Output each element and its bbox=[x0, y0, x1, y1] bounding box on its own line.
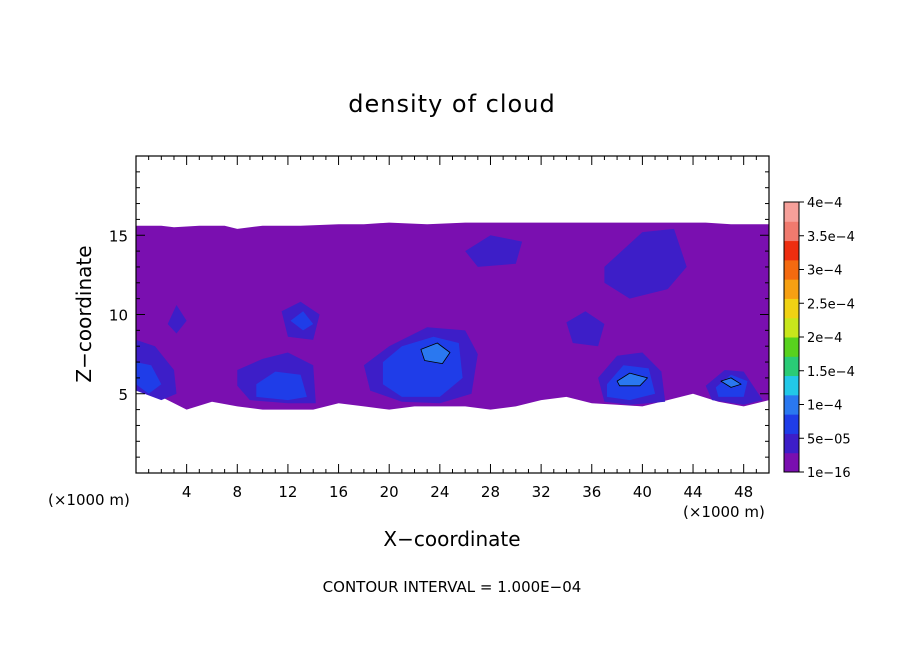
chart-title: density of cloud bbox=[348, 90, 555, 118]
y-tick-label: 15 bbox=[109, 227, 128, 245]
colorbar-swatch bbox=[784, 452, 799, 473]
contour-region-3-2 bbox=[420, 342, 451, 365]
contour-fill bbox=[136, 222, 769, 410]
contour-region-3-1 bbox=[720, 377, 742, 388]
colorbar: 1e−16 5e−05 1e−4 1.5e−4 2e−4 2.5e−4 3e−4 3.5e−4… bbox=[783, 196, 855, 481]
colorbar-swatch bbox=[784, 221, 799, 242]
x-tick-label: 32 bbox=[532, 483, 551, 501]
colorbar-swatch bbox=[784, 298, 799, 319]
colorbar-label: 4e−4 bbox=[807, 196, 842, 211]
x-tick-label: 4 bbox=[182, 483, 192, 501]
colorbar-swatch bbox=[784, 240, 799, 261]
y-tick-label: 5 bbox=[118, 386, 128, 404]
x-tick-label: 8 bbox=[233, 483, 243, 501]
x-tick-label: 48 bbox=[734, 483, 753, 501]
colorbar-swatch bbox=[784, 433, 799, 454]
colorbar-swatch bbox=[784, 356, 799, 377]
x-tick-label: 24 bbox=[430, 483, 449, 501]
colorbar-swatch bbox=[784, 337, 799, 357]
colorbar-label: 1.5e−4 bbox=[807, 365, 855, 380]
y-tick-label: 10 bbox=[109, 307, 128, 325]
colorbar-label: 2.5e−4 bbox=[807, 297, 855, 312]
x-unit-left: (×1000 m) bbox=[48, 491, 130, 509]
colorbar-swatch bbox=[784, 394, 799, 415]
y-axis: 5 10 15 bbox=[109, 171, 769, 458]
x-tick-label: 40 bbox=[633, 483, 652, 501]
contour-interval-footer: CONTOUR INTERVAL = 1.000E−04 bbox=[323, 578, 582, 596]
contour-region-1-6 bbox=[465, 235, 523, 267]
x-tick-label: 16 bbox=[329, 483, 348, 501]
colorbar-swatch bbox=[784, 202, 799, 222]
colorbar-label: 3e−4 bbox=[807, 264, 842, 279]
x-axis-label: X−coordinate bbox=[383, 527, 520, 551]
colorbar-swatch bbox=[784, 259, 799, 280]
colorbar-label: 3.5e−4 bbox=[807, 230, 855, 245]
x-tick-label: 36 bbox=[582, 483, 601, 501]
colorbar-swatch bbox=[784, 375, 799, 396]
x-axis: 4 8 12 16 20 24 28 32 36 40 44 48 bbox=[148, 156, 757, 501]
colorbar-label: 2e−4 bbox=[807, 331, 842, 346]
colorbar-swatch bbox=[784, 317, 799, 338]
colorbar-label: 1e−4 bbox=[807, 399, 842, 414]
y-axis-label: Z−coordinate bbox=[72, 245, 96, 382]
x-tick-label: 28 bbox=[481, 483, 500, 501]
contour-region-3-0 bbox=[616, 372, 648, 387]
colorbar-swatch bbox=[784, 414, 799, 434]
contour-region-1-7 bbox=[604, 228, 687, 299]
x-tick-label: 20 bbox=[380, 483, 399, 501]
contour-region-2-5 bbox=[290, 311, 314, 331]
contour-region-2-0 bbox=[136, 362, 162, 394]
colorbar-label: 5e−05 bbox=[807, 432, 851, 447]
contour-region-2-1 bbox=[256, 371, 307, 401]
x-unit-right: (×1000 m) bbox=[683, 503, 765, 521]
contour-region-1-8 bbox=[167, 305, 187, 334]
contour-region-1-9 bbox=[566, 311, 605, 347]
colorbar-label: 1e−16 bbox=[807, 466, 851, 481]
x-tick-label: 44 bbox=[683, 483, 702, 501]
colorbar-swatch bbox=[784, 279, 799, 299]
x-tick-label: 12 bbox=[278, 483, 297, 501]
